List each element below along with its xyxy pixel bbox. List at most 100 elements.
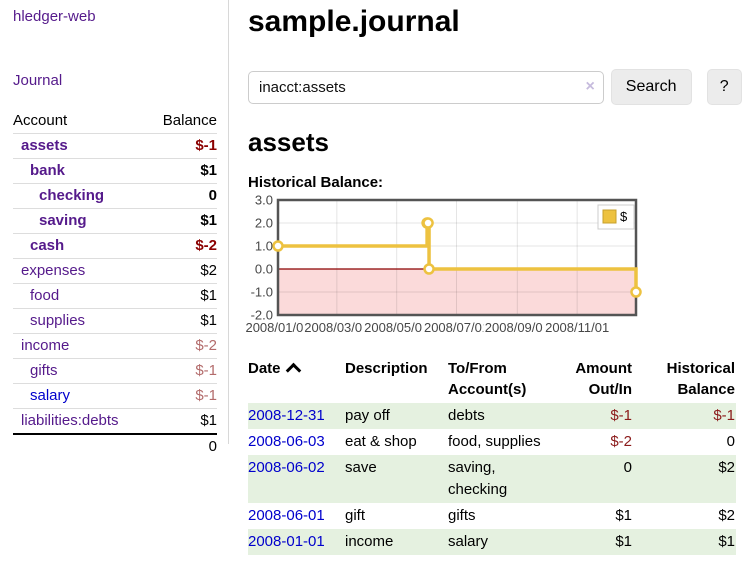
transaction-row: 2008-06-01 gift gifts $1 $2 <box>248 503 736 529</box>
column-header-date[interactable]: Date <box>248 357 345 403</box>
plot-border <box>276 198 638 317</box>
y-axis-tick-label: 1.0 <box>255 239 273 254</box>
x-axis-tick-label: 2008/03/01 <box>304 320 369 335</box>
x-axis-tick-label: 2008/07/01 <box>424 320 489 335</box>
account-link-expenses[interactable]: expenses <box>21 262 86 279</box>
sidebar: hledger-web Journal Account Balance asse… <box>0 0 229 459</box>
transaction-description: save <box>345 455 448 503</box>
account-balance: $-2 <box>147 233 217 259</box>
x-axis-tick-label: 2008/05/01 <box>364 320 429 335</box>
legend-label: $ <box>620 209 628 224</box>
account-link-income[interactable]: income <box>21 337 70 354</box>
transaction-balance: $2 <box>633 455 736 503</box>
account-balance: $-1 <box>147 358 217 384</box>
transaction-accounts: gifts <box>448 507 476 524</box>
transaction-amount: 0 <box>558 455 633 503</box>
transaction-row: 2008-12-31 pay off debts $-1 $-1 <box>248 403 736 429</box>
accounts-header-row: Account Balance <box>13 109 217 134</box>
account-link-assets[interactable]: assets <box>21 137 68 154</box>
data-point-marker <box>422 217 434 229</box>
transaction-balance: $1 <box>633 529 736 555</box>
column-header-description[interactable]: Description <box>345 360 428 377</box>
y-axis-tick-label: 2.0 <box>255 216 273 231</box>
column-header-balance[interactable]: Historical Balance <box>666 360 735 398</box>
transaction-date-link[interactable]: 2008-12-31 <box>248 407 325 424</box>
accounts-table: Account Balance assets $-1 bank $1 check… <box>13 109 217 459</box>
page-title: sample.journal <box>248 5 460 38</box>
account-link-gifts[interactable]: gifts <box>30 362 58 379</box>
account-balance: $-1 <box>147 133 217 159</box>
account-balance: $1 <box>147 308 217 334</box>
transaction-description: pay off <box>345 403 448 429</box>
column-header-accounts[interactable]: To/From Account(s) <box>448 360 527 398</box>
search-button[interactable]: Search <box>610 69 692 105</box>
account-balance: $2 <box>147 258 217 284</box>
register-table: Date Description To/From Account(s) Amou… <box>248 357 736 555</box>
account-balance: $1 <box>147 408 217 434</box>
transaction-row: 2008-01-01 income salary $1 $1 <box>248 529 736 555</box>
transaction-amount: $1 <box>615 507 632 524</box>
accounts-total-row: 0 <box>13 433 217 459</box>
y-axis-tick-label: -2.0 <box>251 308 273 323</box>
transaction-accounts: debts <box>448 403 558 429</box>
account-balance: $-2 <box>147 333 217 359</box>
account-row: salary $-1 <box>13 383 217 409</box>
transaction-date-link[interactable]: 2008-06-01 <box>248 507 325 524</box>
account-row: assets $-1 <box>13 133 217 159</box>
account-row: supplies $1 <box>13 308 217 334</box>
transaction-date-link[interactable]: 2008-06-03 <box>248 433 325 450</box>
account-row: food $1 <box>13 283 217 309</box>
account-row: liabilities:debts $1 <box>13 408 217 434</box>
account-row: checking 0 <box>13 183 217 209</box>
transaction-description: income <box>345 529 448 555</box>
search-form: × Search ? <box>248 69 742 105</box>
account-balance: $1 <box>147 283 217 309</box>
legend-swatch <box>602 209 617 224</box>
account-row: gifts $-1 <box>13 358 217 384</box>
account-link-food[interactable]: food <box>30 287 60 304</box>
help-button[interactable]: ? <box>706 69 742 105</box>
x-axis-tick-label: 2008/11/01 <box>545 320 609 335</box>
data-point-marker <box>272 240 284 252</box>
transaction-accounts: food, supplies <box>448 433 541 450</box>
account-link-supplies[interactable]: supplies <box>30 312 86 329</box>
transaction-amount: $-1 <box>558 403 633 429</box>
account-column-header: Account <box>13 109 148 134</box>
transaction-description: eat & shop <box>345 433 417 450</box>
transaction-accounts: saving, checking <box>448 455 558 503</box>
transaction-amount: $-2 <box>610 433 632 450</box>
transaction-date-link[interactable]: 2008-01-01 <box>248 533 325 550</box>
transaction-balance: 0 <box>726 433 735 450</box>
transaction-date-link[interactable]: 2008-06-02 <box>248 459 325 476</box>
account-link-salary[interactable]: salary <box>30 387 71 404</box>
transaction-balance: $2 <box>718 507 735 524</box>
clear-search-icon[interactable]: × <box>585 77 595 95</box>
account-balance: $1 <box>147 208 217 234</box>
account-link-saving[interactable]: saving <box>39 212 87 229</box>
x-axis-tick-label: 2008/09/01 <box>485 320 550 335</box>
y-axis-tick-label: 0.0 <box>255 262 273 277</box>
transaction-row: 2008-06-03 eat & shop food, supplies $-2… <box>248 429 736 455</box>
y-axis-tick-label: 3.0 <box>255 193 273 208</box>
transaction-description: gift <box>345 507 366 524</box>
transaction-balance: $-1 <box>633 403 736 429</box>
sidebar-item-journal[interactable]: Journal <box>13 72 63 89</box>
account-link-liabilities-debts[interactable]: liabilities:debts <box>21 412 119 429</box>
column-header-amount[interactable]: Amount Out/In <box>575 360 632 398</box>
app-brand-link[interactable]: hledger-web <box>13 8 96 25</box>
search-input[interactable] <box>248 70 604 104</box>
account-link-cash[interactable]: cash <box>30 237 65 254</box>
account-balance: $-1 <box>147 383 217 409</box>
account-link-bank[interactable]: bank <box>30 162 66 179</box>
account-row: cash $-2 <box>13 233 217 259</box>
account-row: saving $1 <box>13 208 217 234</box>
transaction-accounts: salary <box>448 529 558 555</box>
y-axis-tick-label: -1.0 <box>251 285 273 300</box>
data-point-marker <box>630 286 642 298</box>
main-content: sample.journal × Search ? assets Histori… <box>244 0 742 555</box>
account-link-checking[interactable]: checking <box>39 187 105 204</box>
account-balance: 0 <box>147 183 217 209</box>
data-point-marker <box>423 263 435 275</box>
account-heading: assets <box>248 127 329 157</box>
